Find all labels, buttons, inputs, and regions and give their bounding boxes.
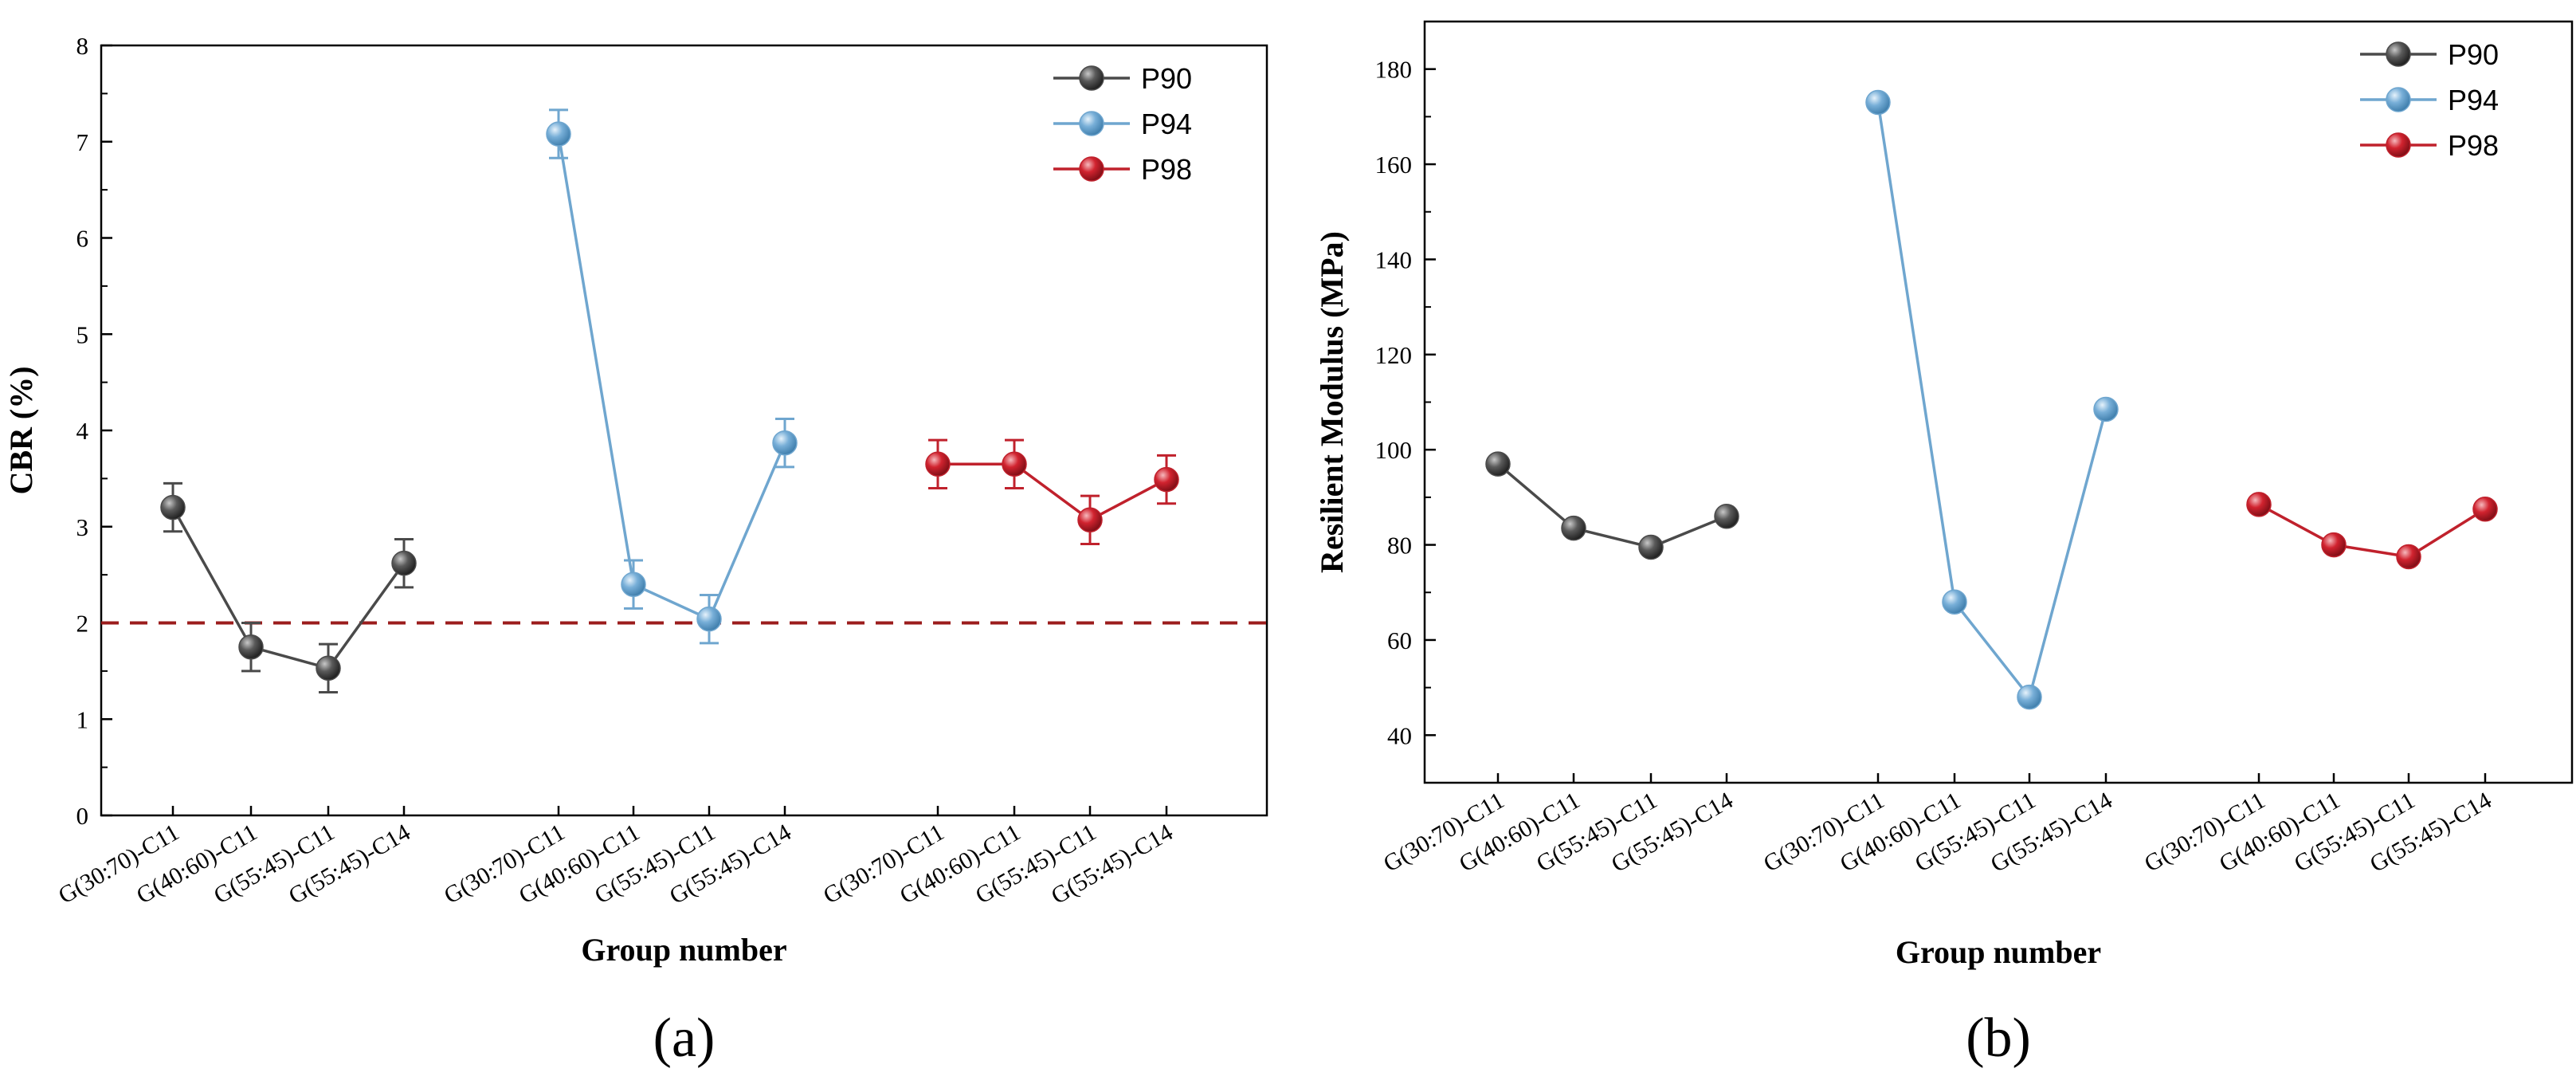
- y-tick-label: 8: [76, 32, 89, 60]
- data-point-p94: [696, 606, 722, 632]
- series-line-p94: [1876, 102, 2107, 701]
- series-line-p94: [557, 133, 786, 622]
- chart-panel-b: 406080100120140160180G(30:70)-C11G(40:60…: [1314, 20, 2574, 1069]
- data-point-p90: [1561, 515, 1586, 541]
- data-point-p90: [1485, 451, 1511, 477]
- series-line-p98: [2258, 503, 2486, 559]
- legend-marker: [1079, 111, 1104, 136]
- chart-panel-a: 012345678G(30:70)-C11G(40:60)-C11G(55:45…: [3, 32, 1268, 1069]
- data-point-p90: [1714, 504, 1739, 529]
- legend-marker: [1079, 65, 1104, 91]
- legend-label: P98: [1141, 153, 1192, 186]
- y-tick-label: 5: [76, 320, 89, 348]
- panel-label: (b): [1966, 1008, 2031, 1069]
- y-axis-title: Resilient Modulus (MPa): [1314, 231, 1350, 573]
- y-tick-label: 4: [76, 417, 89, 445]
- data-point-p90: [316, 655, 341, 682]
- y-tick-label: 40: [1387, 721, 1412, 749]
- y-tick-label: 120: [1375, 341, 1413, 369]
- data-point-p94: [1865, 89, 1891, 116]
- y-tick-label: 7: [76, 128, 89, 156]
- legend-label: P94: [2448, 84, 2499, 116]
- y-tick-label: 6: [76, 225, 89, 253]
- data-point-p94: [772, 430, 798, 456]
- legend-label: P90: [2448, 38, 2499, 71]
- x-axis-title: Group number: [1896, 934, 2101, 970]
- legend-label: P94: [1141, 108, 1192, 140]
- y-tick-label: 140: [1375, 246, 1413, 273]
- data-point-p98: [1002, 451, 1027, 477]
- y-tick-label: 180: [1375, 56, 1413, 84]
- data-point-p90: [160, 494, 186, 520]
- data-point-p94: [1942, 589, 1967, 615]
- y-tick-label: 60: [1387, 627, 1412, 654]
- data-point-p94: [2093, 396, 2119, 422]
- data-point-p90: [391, 550, 417, 576]
- legend-marker: [2386, 41, 2411, 67]
- panel-label: (a): [653, 1008, 716, 1069]
- series-line-p98: [938, 462, 1167, 522]
- x-axis-title: Group number: [581, 932, 786, 968]
- data-point-p98: [2396, 544, 2421, 570]
- y-tick-label: 0: [76, 802, 89, 830]
- series-line-p90: [171, 506, 406, 670]
- y-tick-label: 100: [1375, 436, 1413, 464]
- data-point-p98: [1154, 466, 1179, 493]
- data-point-p98: [2472, 497, 2498, 522]
- y-tick-label: 160: [1375, 151, 1413, 179]
- y-tick-label: 80: [1387, 532, 1412, 560]
- y-tick-label: 3: [76, 513, 89, 541]
- y-tick-label: 1: [76, 705, 89, 733]
- data-point-p90: [1638, 534, 1664, 560]
- data-point-p98: [925, 451, 951, 477]
- y-tick-label: 2: [76, 610, 89, 638]
- series-line-p90: [1496, 462, 1727, 549]
- data-point-p94: [546, 121, 571, 147]
- data-point-p94: [2017, 684, 2042, 710]
- y-axis-title: CBR (%): [3, 366, 39, 494]
- data-point-p94: [621, 572, 646, 597]
- data-point-p98: [1077, 507, 1103, 533]
- data-point-p90: [238, 634, 264, 660]
- legend-label: P98: [2448, 129, 2499, 162]
- legend-marker: [1079, 156, 1104, 182]
- data-point-p98: [2246, 492, 2272, 517]
- legend-marker: [2386, 87, 2411, 112]
- data-point-p98: [2321, 532, 2347, 558]
- legend-label: P90: [1141, 62, 1192, 95]
- legend-marker: [2386, 132, 2411, 158]
